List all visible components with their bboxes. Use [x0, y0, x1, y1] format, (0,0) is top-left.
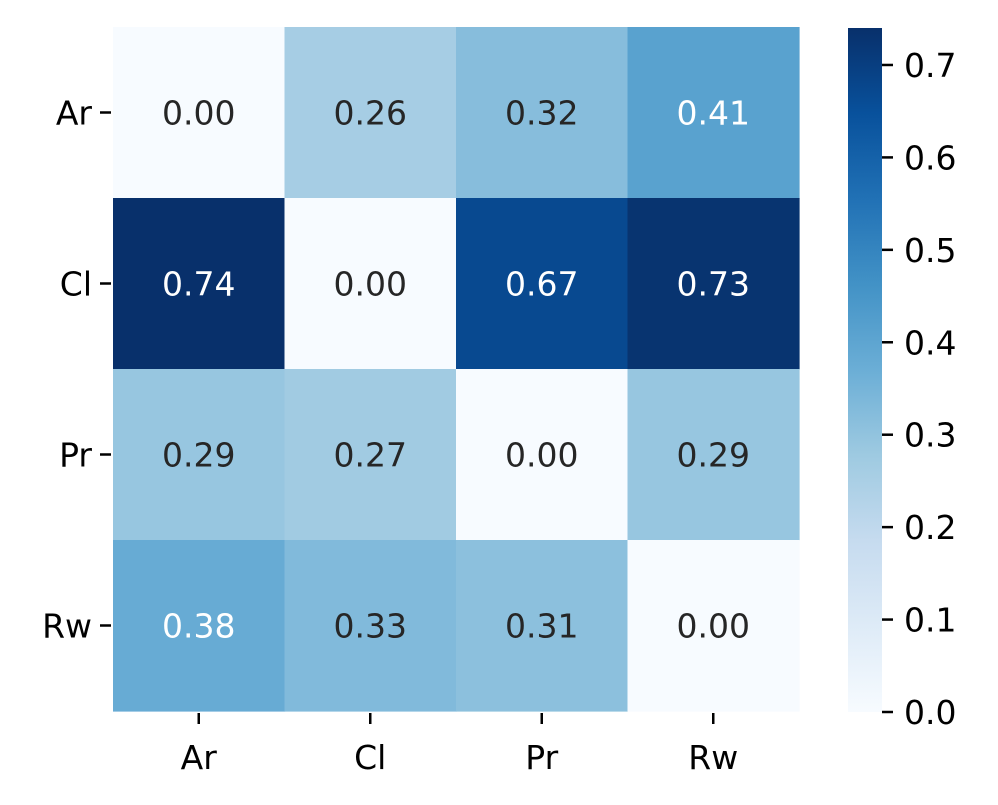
heatmap-cell-label: 0.00 — [677, 607, 750, 646]
colorbar-gradient — [848, 28, 882, 712]
heatmap-cell-label: 0.00 — [334, 265, 407, 304]
heatmap-cell-ar-rw — [627, 27, 800, 199]
heatmap-cell-label: 0.26 — [334, 94, 407, 133]
heatmap-cell-label: 0.67 — [505, 265, 578, 304]
x-tick-label: Ar — [181, 738, 218, 777]
colorbar-tick-label: 0.2 — [904, 508, 956, 547]
colorbar-tick-label: 0.4 — [904, 323, 956, 362]
heatmap-cell-label: 0.29 — [677, 436, 750, 475]
colorbar-tick-label: 0.6 — [904, 138, 956, 177]
heatmap-cell-rw-cl — [284, 540, 457, 712]
heatmap-cell-cl-ar — [113, 198, 286, 370]
colorbar-tick-label: 0.1 — [904, 601, 956, 640]
heatmap-cell-rw-pr — [456, 540, 629, 712]
heatmap-cell-label: 0.29 — [162, 436, 235, 475]
y-axis: Ar Cl Pr Rw — [42, 94, 111, 646]
colorbar-tick-label: 0.0 — [904, 693, 956, 732]
heatmap-cell-pr-ar — [113, 369, 286, 541]
heatmap-cell-label: 0.31 — [505, 607, 578, 646]
colorbar-tick-label: 0.5 — [904, 231, 956, 270]
heatmap-cell-ar-ar — [113, 27, 286, 199]
colorbar: 0.0 0.1 0.2 0.3 0.4 0.5 0.6 0.7 — [848, 28, 956, 732]
heatmap-cell-label: 0.32 — [505, 94, 578, 133]
x-tick-label: Rw — [688, 738, 738, 777]
heatmap-cell-label: 0.00 — [505, 436, 578, 475]
heatmap-cell-label: 0.33 — [334, 607, 407, 646]
heatmap-cell-ar-pr — [456, 27, 629, 199]
heatmap-cell-labels: 0.00 0.26 0.32 0.41 0.74 0.00 0.67 0.73 0.29 0.27… — [162, 94, 750, 646]
y-tick-label: Rw — [42, 607, 92, 646]
y-tick-label: Ar — [56, 94, 93, 133]
heatmap-cell-label: 0.27 — [334, 436, 407, 475]
heatmap-cell-label: 0.74 — [162, 265, 235, 304]
x-axis: Ar Cl Pr Rw — [181, 713, 738, 777]
colorbar-tick-label: 0.7 — [904, 46, 956, 85]
heatmap-cell-cl-cl — [284, 198, 457, 370]
y-tick-label: Cl — [60, 265, 92, 304]
heatmap-cell-label: 0.41 — [677, 94, 750, 133]
heatmap-cell-pr-cl — [284, 369, 457, 541]
heatmap-cells — [113, 27, 800, 712]
heatmap-cell-cl-rw — [627, 198, 800, 370]
x-tick-label: Pr — [525, 738, 558, 777]
heatmap-cell-label: 0.00 — [162, 94, 235, 133]
x-tick-label: Cl — [354, 738, 386, 777]
heatmap-cell-label: 0.38 — [162, 607, 235, 646]
heatmap-cell-label: 0.73 — [677, 265, 750, 304]
heatmap-cell-pr-pr — [456, 369, 629, 541]
colorbar-tick-label: 0.3 — [904, 416, 956, 455]
heatmap-cell-pr-rw — [627, 369, 800, 541]
heatmap-cell-ar-cl — [284, 27, 457, 199]
heatmap-cell-rw-rw — [627, 540, 800, 712]
y-tick-label: Pr — [59, 436, 92, 475]
heatmap-cell-rw-ar — [113, 540, 286, 712]
heatmap-cell-cl-pr — [456, 198, 629, 370]
